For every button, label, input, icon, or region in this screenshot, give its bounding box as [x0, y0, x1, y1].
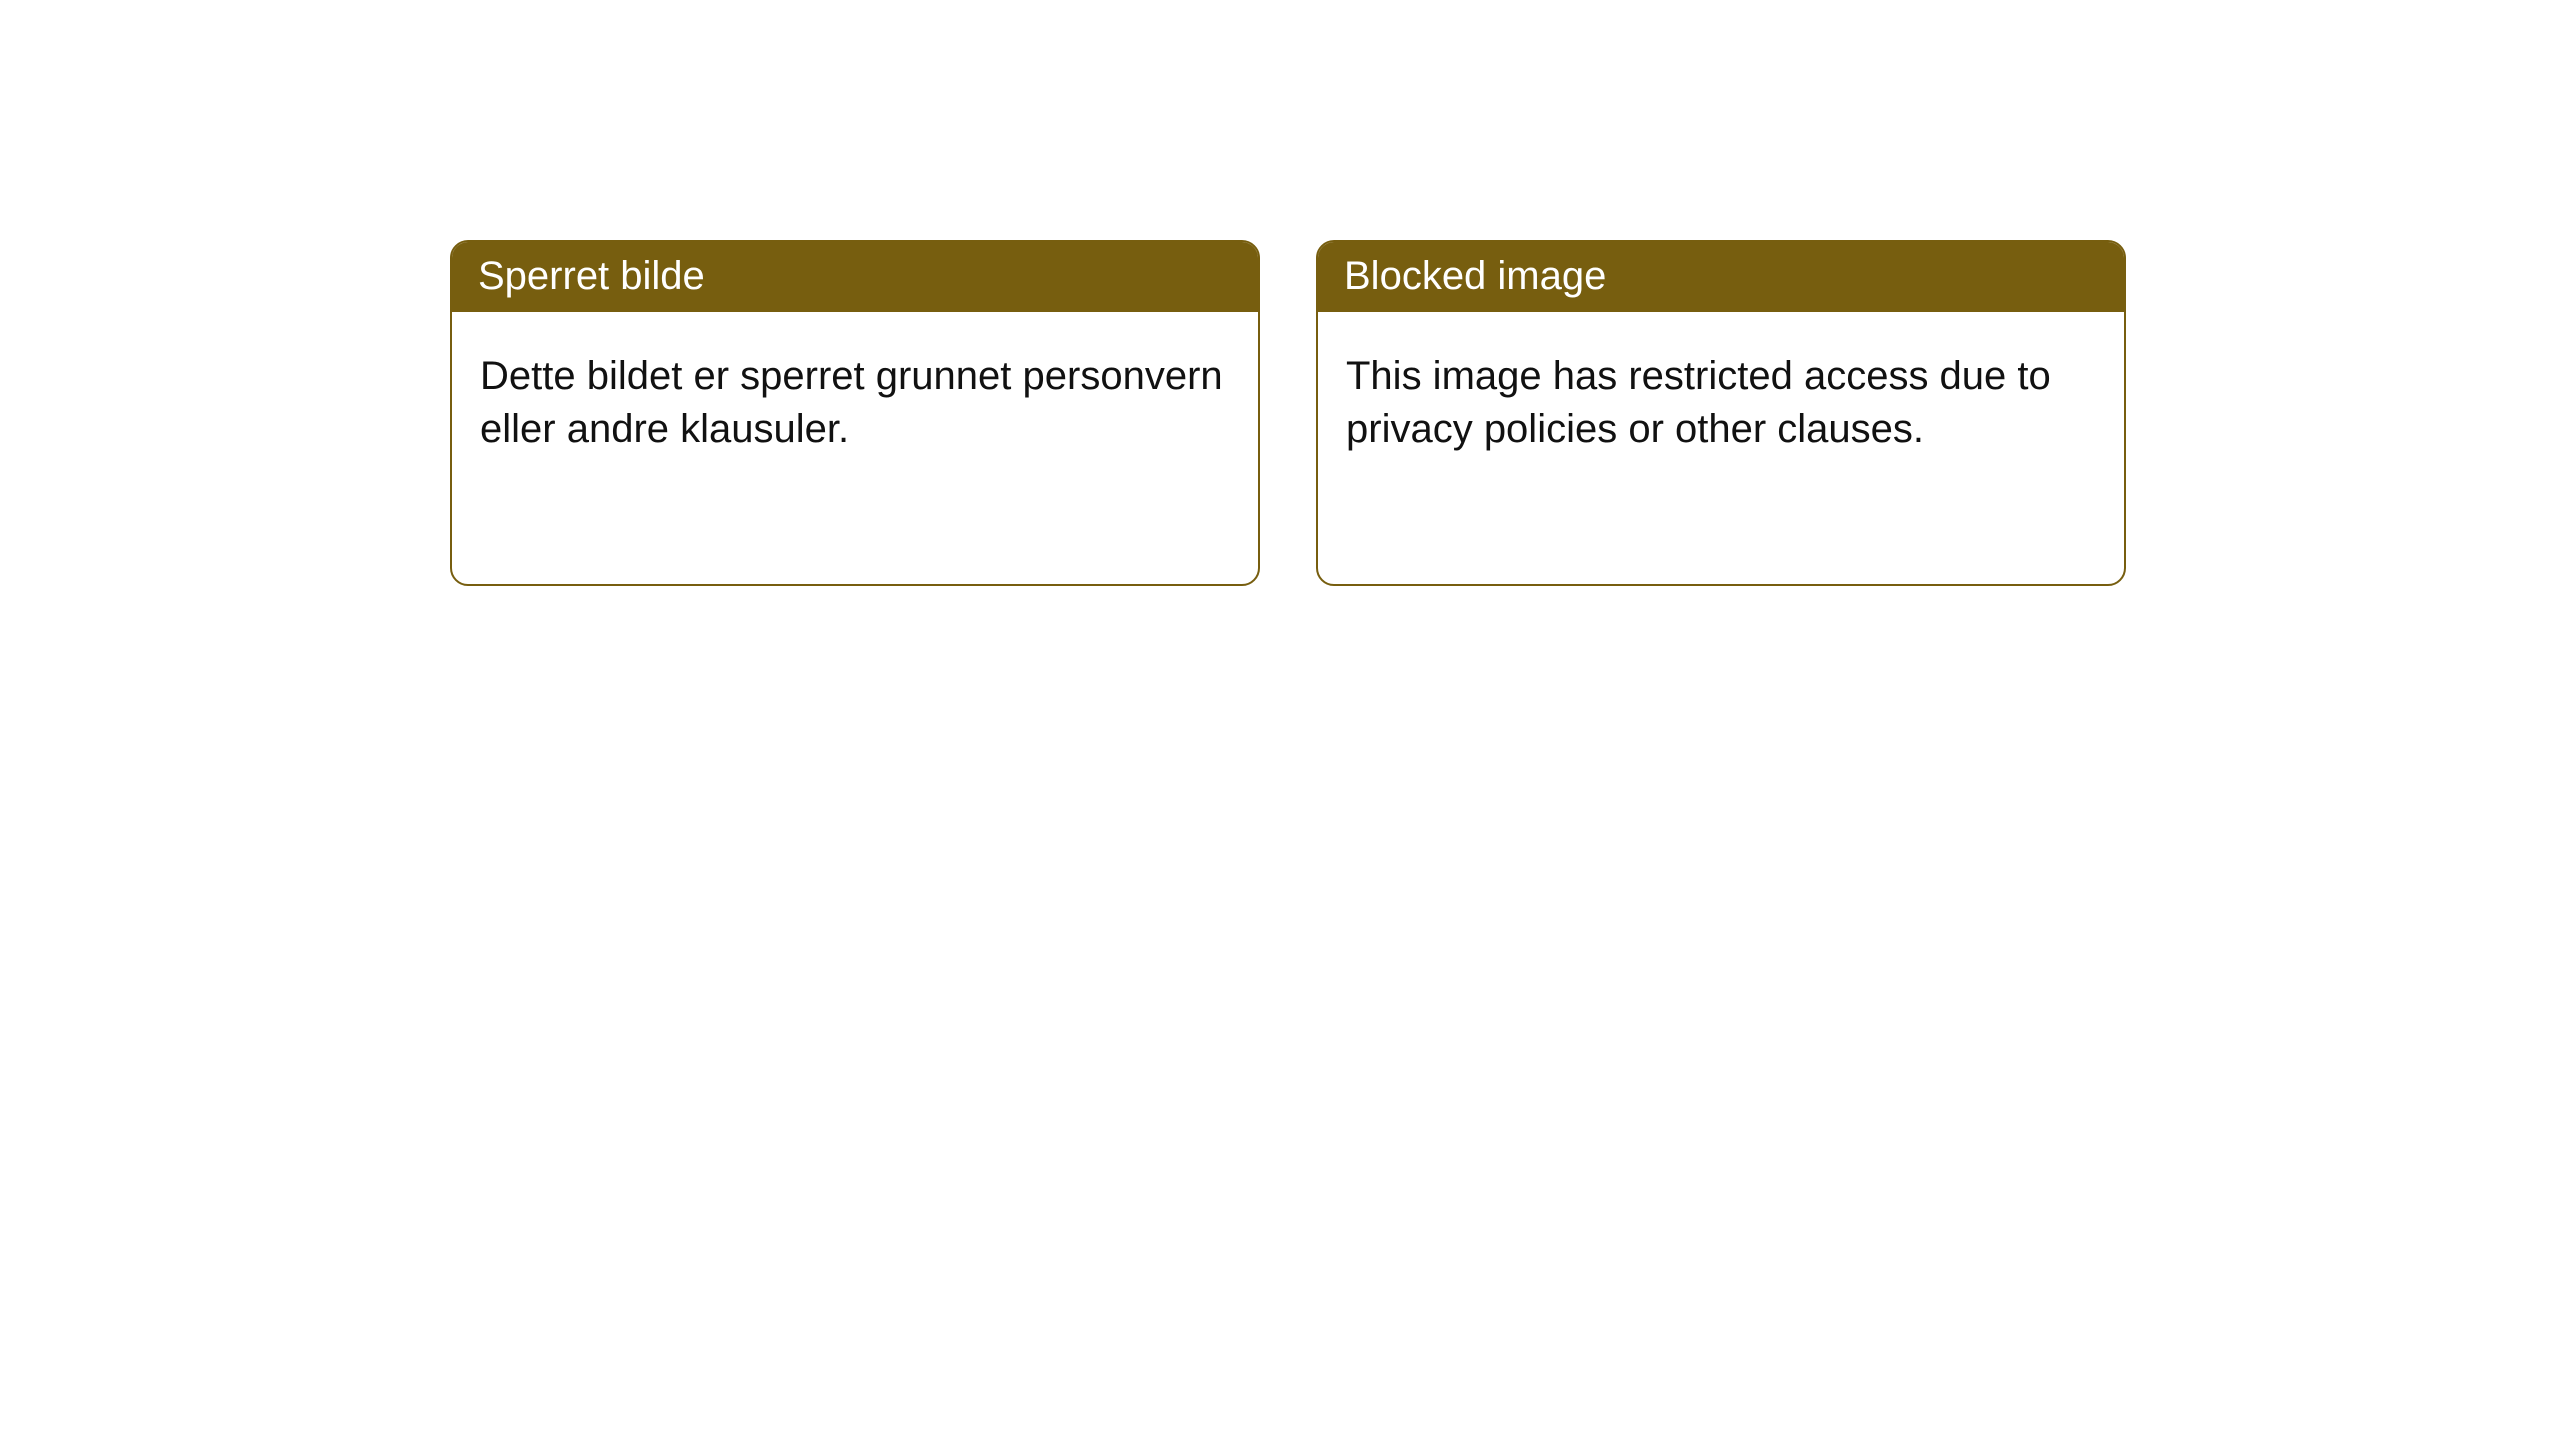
- notice-container: Sperret bilde Dette bildet er sperret gr…: [0, 0, 2560, 586]
- notice-card-norwegian: Sperret bilde Dette bildet er sperret gr…: [450, 240, 1260, 586]
- notice-title-english: Blocked image: [1318, 242, 2124, 312]
- notice-body-norwegian: Dette bildet er sperret grunnet personve…: [452, 312, 1258, 584]
- notice-title-norwegian: Sperret bilde: [452, 242, 1258, 312]
- notice-card-english: Blocked image This image has restricted …: [1316, 240, 2126, 586]
- notice-body-english: This image has restricted access due to …: [1318, 312, 2124, 584]
